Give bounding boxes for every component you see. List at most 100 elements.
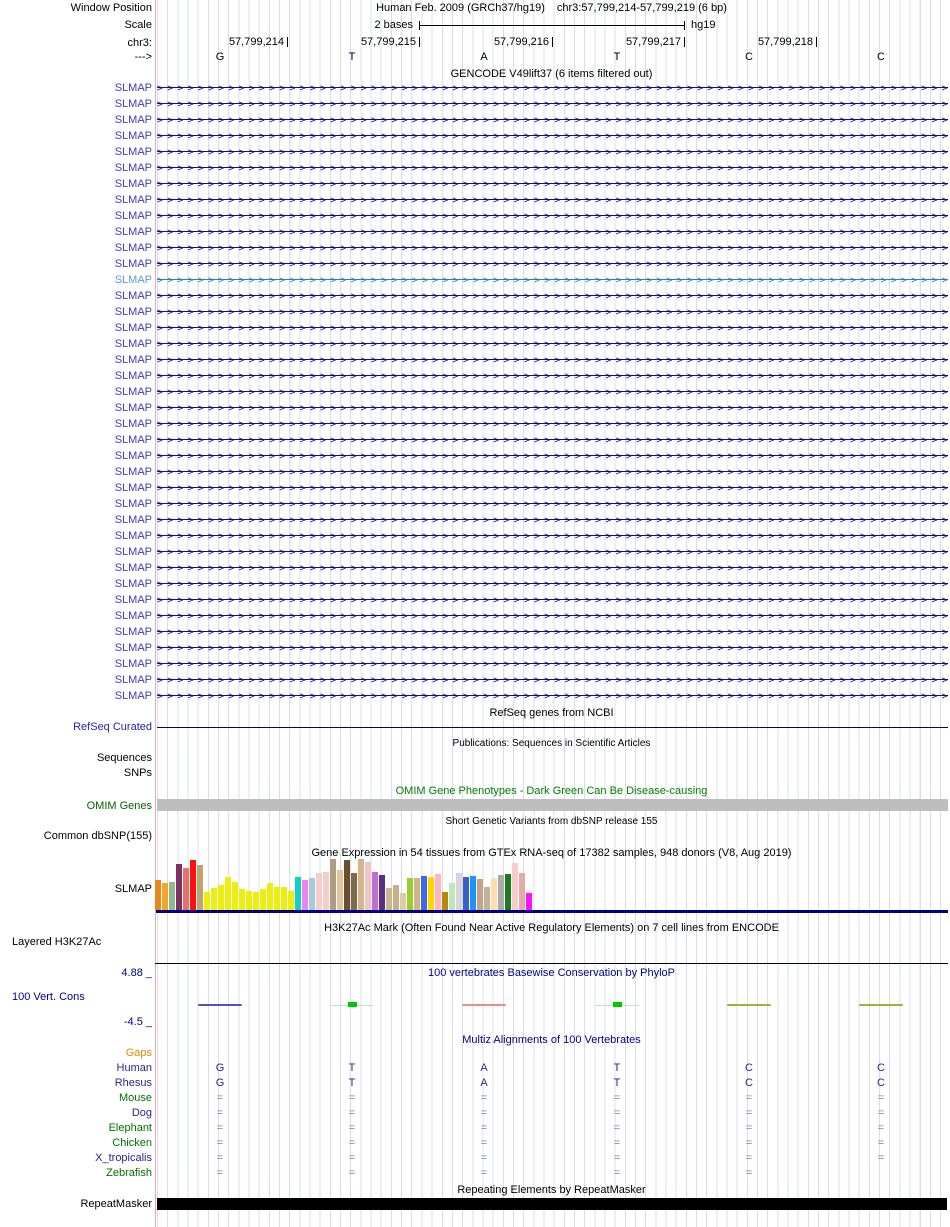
gene-row[interactable]: SLMAP >>>>>>>>>>>>>>>>>>>>>>>>>>>>>>>>>>>… — [0, 624, 950, 640]
gtex-tissue-bar[interactable] — [246, 891, 252, 910]
gene-row[interactable]: SLMAP >>>>>>>>>>>>>>>>>>>>>>>>>>>>>>>>>>>… — [0, 176, 950, 192]
gene-row-label[interactable]: SLMAP — [114, 194, 152, 206]
gtex-tissue-bar[interactable] — [498, 875, 504, 910]
gene-row-label[interactable]: SLMAP — [114, 114, 152, 126]
gtex-tissue-bar[interactable] — [225, 877, 231, 910]
gtex-tissue-bar[interactable] — [302, 880, 308, 910]
gene-row-label[interactable]: SLMAP — [114, 402, 152, 414]
gene-row-label[interactable]: SLMAP — [114, 178, 152, 190]
gtex-tissue-bar[interactable] — [407, 878, 413, 910]
gene-row[interactable]: SLMAP >>>>>>>>>>>>>>>>>>>>>>>>>>>>>>>>>>>… — [0, 528, 950, 544]
gene-row[interactable]: SLMAP >>>>>>>>>>>>>>>>>>>>>>>>>>>>>>>>>>>… — [0, 144, 950, 160]
gene-row-label[interactable]: SLMAP — [114, 82, 152, 94]
gene-row[interactable]: SLMAP >>>>>>>>>>>>>>>>>>>>>>>>>>>>>>>>>>>… — [0, 208, 950, 224]
gene-row[interactable]: SLMAP >>>>>>>>>>>>>>>>>>>>>>>>>>>>>>>>>>>… — [0, 432, 950, 448]
gtex-tissue-bar[interactable] — [267, 883, 273, 910]
track-label-species-elephant[interactable]: Elephant — [108, 1122, 152, 1134]
gene-row-label[interactable]: SLMAP — [114, 146, 152, 158]
track-label-layered-h3k27ac[interactable]: Layered H3K27Ac — [12, 936, 102, 948]
gtex-tissue-bar[interactable] — [358, 859, 364, 910]
track-label-gaps[interactable]: Gaps — [125, 1047, 152, 1059]
gene-row-label[interactable]: SLMAP — [114, 370, 152, 382]
gene-row-label[interactable]: SLMAP — [114, 98, 152, 110]
gene-row[interactable]: SLMAP >>>>>>>>>>>>>>>>>>>>>>>>>>>>>>>>>>>… — [0, 368, 950, 384]
gene-row-label[interactable]: SLMAP — [114, 354, 152, 366]
gene-row-label[interactable]: SLMAP — [114, 322, 152, 334]
gene-row-label[interactable]: SLMAP — [114, 642, 152, 654]
gene-row[interactable]: SLMAP >>>>>>>>>>>>>>>>>>>>>>>>>>>>>>>>>>>… — [0, 112, 950, 128]
track-label-species-zebrafish[interactable]: Zebrafish — [106, 1167, 152, 1179]
gene-row-label[interactable]: SLMAP — [114, 674, 152, 686]
gene-row-label[interactable]: SLMAP — [114, 130, 152, 142]
track-label-refseq-curated[interactable]: RefSeq Curated — [73, 721, 152, 733]
gene-row-label[interactable]: SLMAP — [114, 386, 152, 398]
gtex-tissue-bar[interactable] — [400, 893, 406, 910]
gene-row[interactable]: SLMAP >>>>>>>>>>>>>>>>>>>>>>>>>>>>>>>>>>>… — [0, 288, 950, 304]
gene-row[interactable]: SLMAP >>>>>>>>>>>>>>>>>>>>>>>>>>>>>>>>>>>… — [0, 448, 950, 464]
gene-row[interactable]: SLMAP >>>>>>>>>>>>>>>>>>>>>>>>>>>>>>>>>>>… — [0, 256, 950, 272]
gene-row[interactable]: SLMAP >>>>>>>>>>>>>>>>>>>>>>>>>>>>>>>>>>>… — [0, 320, 950, 336]
gene-row[interactable]: SLMAP >>>>>>>>>>>>>>>>>>>>>>>>>>>>>>>>>>>… — [0, 544, 950, 560]
gene-row[interactable]: SLMAP >>>>>>>>>>>>>>>>>>>>>>>>>>>>>>>>>>>… — [0, 560, 950, 576]
gtex-tissue-bar[interactable] — [365, 862, 371, 910]
gtex-tissue-bar[interactable] — [155, 880, 161, 910]
gtex-tissue-bar[interactable] — [183, 868, 189, 910]
gtex-tissue-bar[interactable] — [309, 878, 315, 910]
gene-row-label[interactable]: SLMAP — [114, 530, 152, 542]
gtex-tissue-bar[interactable] — [211, 888, 217, 910]
track-label-species-mouse[interactable]: Mouse — [118, 1092, 152, 1104]
gtex-tissue-bar[interactable] — [519, 873, 525, 910]
track-label-repeatmasker[interactable]: RepeatMasker — [80, 1198, 152, 1210]
gene-row-label[interactable]: SLMAP — [114, 418, 152, 430]
track-label-sequences[interactable]: Sequences — [96, 752, 152, 764]
gene-row-label[interactable]: SLMAP — [114, 498, 152, 510]
gtex-tissue-bar[interactable] — [288, 891, 294, 910]
gtex-tissue-bar[interactable] — [505, 874, 511, 910]
omim-gene-bar[interactable] — [157, 799, 948, 811]
gene-row-label[interactable]: SLMAP — [114, 546, 152, 558]
gene-row[interactable]: SLMAP >>>>>>>>>>>>>>>>>>>>>>>>>>>>>>>>>>>… — [0, 512, 950, 528]
track-label-species-rhesus[interactable]: Rhesus — [114, 1077, 152, 1089]
gene-row[interactable]: SLMAP >>>>>>>>>>>>>>>>>>>>>>>>>>>>>>>>>>>… — [0, 480, 950, 496]
gene-row[interactable]: SLMAP >>>>>>>>>>>>>>>>>>>>>>>>>>>>>>>>>>>… — [0, 240, 950, 256]
track-label-100-vert-cons[interactable]: 100 Vert. Cons — [12, 991, 85, 1003]
gene-row[interactable]: SLMAP >>>>>>>>>>>>>>>>>>>>>>>>>>>>>>>>>>>… — [0, 128, 950, 144]
gene-row[interactable]: SLMAP >>>>>>>>>>>>>>>>>>>>>>>>>>>>>>>>>>>… — [0, 336, 950, 352]
gtex-tissue-bar[interactable] — [295, 877, 301, 910]
gtex-tissue-bar[interactable] — [491, 878, 497, 910]
gtex-tissue-bar[interactable] — [456, 873, 462, 910]
gtex-tissue-bar[interactable] — [197, 865, 203, 910]
track-label-common-dbsnp[interactable]: Common dbSNP(155) — [43, 830, 152, 842]
gene-row-label[interactable]: SLMAP — [114, 626, 152, 638]
gene-row-label[interactable]: SLMAP — [114, 610, 152, 622]
gene-row-label[interactable]: SLMAP — [114, 258, 152, 270]
gtex-tissue-bar[interactable] — [351, 873, 357, 910]
gene-row[interactable]: SLMAP >>>>>>>>>>>>>>>>>>>>>>>>>>>>>>>>>>>… — [0, 352, 950, 368]
gtex-tissue-bar[interactable] — [316, 873, 322, 910]
gtex-tissue-bar[interactable] — [162, 883, 168, 910]
gene-row-label[interactable]: SLMAP — [114, 290, 152, 302]
gtex-tissue-bar[interactable] — [372, 872, 378, 910]
gtex-tissue-bar[interactable] — [470, 876, 476, 910]
gtex-tissue-bar[interactable] — [526, 893, 532, 910]
gtex-tissue-bar[interactable] — [449, 883, 455, 910]
gtex-tissue-bar[interactable] — [330, 859, 336, 910]
gene-row[interactable]: SLMAP >>>>>>>>>>>>>>>>>>>>>>>>>>>>>>>>>>>… — [0, 80, 950, 96]
gtex-tissue-bar[interactable] — [393, 885, 399, 910]
gene-row[interactable]: SLMAP >>>>>>>>>>>>>>>>>>>>>>>>>>>>>>>>>>>… — [0, 464, 950, 480]
gene-row-label[interactable]: SLMAP — [114, 274, 152, 286]
gene-row-label[interactable]: SLMAP — [114, 162, 152, 174]
gene-row-label[interactable]: SLMAP — [114, 450, 152, 462]
gene-row-label[interactable]: SLMAP — [114, 226, 152, 238]
track-label-omim-genes[interactable]: OMIM Genes — [86, 800, 152, 812]
gene-row-label[interactable]: SLMAP — [114, 242, 152, 254]
gtex-tissue-bar[interactable] — [344, 860, 350, 910]
gtex-tissue-bar[interactable] — [176, 864, 182, 910]
gene-row-label[interactable]: SLMAP — [114, 594, 152, 606]
gtex-tissue-bar[interactable] — [239, 889, 245, 910]
gene-row[interactable]: SLMAP >>>>>>>>>>>>>>>>>>>>>>>>>>>>>>>>>>>… — [0, 592, 950, 608]
gene-row-label[interactable]: SLMAP — [114, 338, 152, 350]
track-label-species-human[interactable]: Human — [116, 1062, 152, 1074]
gtex-tissue-bar[interactable] — [379, 875, 385, 910]
gene-row-label[interactable]: SLMAP — [114, 562, 152, 574]
